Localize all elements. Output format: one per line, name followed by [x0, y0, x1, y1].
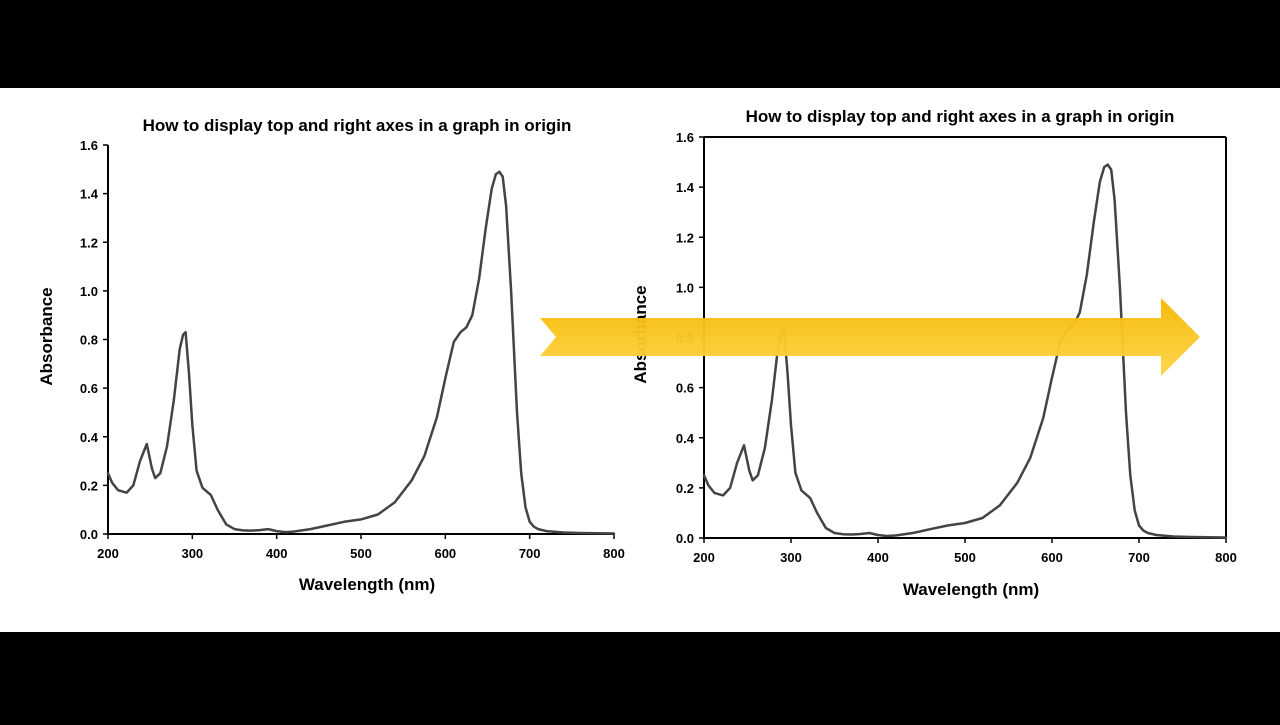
y-tick-label: 0.4	[80, 430, 99, 445]
right-arrow-icon	[540, 298, 1200, 376]
x-axis-label: Wavelength (nm)	[903, 580, 1039, 599]
charts-layer: How to display top and right axes in a g…	[37, 107, 1237, 599]
x-tick-label: 400	[867, 550, 889, 565]
x-tick-label: 400	[266, 546, 288, 561]
y-tick-label: 1.6	[80, 138, 98, 153]
x-tick-label: 300	[780, 550, 802, 565]
y-tick-label: 1.2	[676, 230, 694, 245]
y-tick-label: 0.6	[676, 381, 694, 396]
chart-1: How to display top and right axes in a g…	[37, 116, 625, 594]
x-tick-label: 500	[954, 550, 976, 565]
chart-title: How to display top and right axes in a g…	[143, 116, 572, 135]
x-tick-label: 800	[603, 546, 625, 561]
y-tick-label: 1.6	[676, 130, 694, 145]
y-tick-label: 0.2	[80, 478, 98, 493]
letterbox-top	[0, 0, 1280, 88]
y-axis-label: Absorbance	[37, 287, 56, 385]
slide-background	[0, 88, 1280, 632]
y-tick-label: 1.2	[80, 235, 98, 250]
x-tick-label: 600	[1041, 550, 1063, 565]
x-tick-label: 300	[181, 546, 203, 561]
y-tick-label: 1.0	[676, 280, 694, 295]
series-line-1	[702, 163, 1228, 539]
y-tick-label: 0.0	[676, 531, 694, 546]
y-tick-label: 1.4	[676, 180, 695, 195]
y-tick-label: 0.2	[676, 481, 694, 496]
y-tick-label: 1.0	[80, 284, 98, 299]
x-tick-label: 700	[519, 546, 541, 561]
letterbox-bottom	[0, 632, 1280, 720]
x-axis-label: Wavelength (nm)	[299, 575, 435, 594]
y-tick-label: 0.6	[80, 381, 98, 396]
y-tick-label: 0.0	[80, 527, 98, 542]
y-tick-label: 0.4	[676, 431, 695, 446]
chart-title: How to display top and right axes in a g…	[746, 107, 1175, 126]
series-line-1	[106, 170, 616, 535]
x-tick-label: 200	[97, 546, 119, 561]
y-tick-label: 1.4	[80, 187, 99, 202]
x-tick-label: 500	[350, 546, 372, 561]
chart-2: How to display top and right axes in a g…	[631, 107, 1237, 599]
x-tick-label: 700	[1128, 550, 1150, 565]
y-tick-label: 0.8	[80, 333, 98, 348]
x-tick-label: 200	[693, 550, 715, 565]
arrow-shape	[540, 298, 1200, 376]
x-tick-label: 600	[434, 546, 456, 561]
x-tick-label: 800	[1215, 550, 1237, 565]
